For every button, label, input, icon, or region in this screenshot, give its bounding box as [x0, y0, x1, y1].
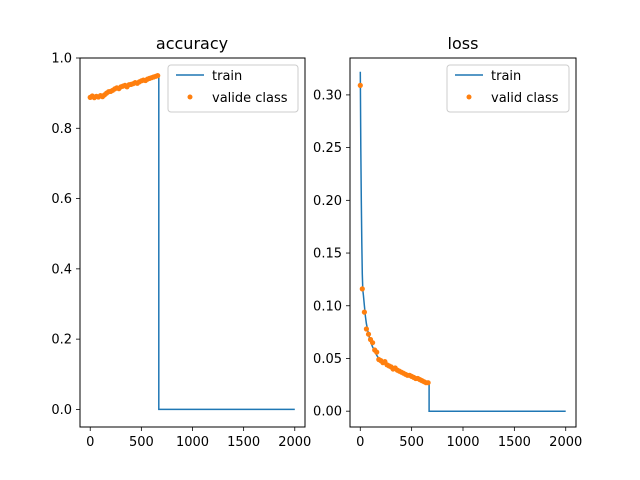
loss-ytick-label: 0.30	[313, 88, 342, 103]
loss-legend-train-label: train	[491, 69, 521, 84]
loss-valid-point	[425, 380, 431, 386]
loss-legend: train valid class	[446, 64, 570, 113]
loss-marks	[357, 71, 566, 412]
loss-ticks: 0 500 1000 1500 2000 0.00 0.05 0.10 0.15 0.20 0.25…	[313, 88, 582, 450]
loss-train-line	[359, 71, 566, 412]
loss-valid-point	[374, 349, 380, 355]
accuracy-ytick-label: 1.0	[51, 52, 72, 67]
loss-valid-point	[357, 82, 363, 88]
accuracy-train-line	[89, 74, 295, 411]
loss-valid-point	[363, 326, 369, 332]
accuracy-legend: train valide class	[167, 64, 299, 113]
loss-ytick-label: 0.25	[313, 141, 342, 156]
loss-axes-frame	[349, 57, 577, 428]
loss-ytick-label: 0.00	[313, 405, 342, 420]
loss-ytick-label: 0.20	[313, 194, 342, 209]
loss-subplot: loss 0 500 1000 1500 2000 0.00 0.05 0.10 0.15 0.2…	[313, 34, 582, 450]
loss-xtick-label: 0	[356, 435, 364, 450]
loss-valid-point	[370, 340, 376, 346]
accuracy-ytick-label: 0.8	[51, 122, 72, 137]
accuracy-ytick-label: 0.0	[51, 403, 72, 418]
accuracy-ticks: 0 500 1000 1500 2000 0.0 0.2 0.4 0.6 0.8 1.0	[51, 52, 311, 451]
loss-legend-box	[446, 64, 570, 113]
accuracy-title: accuracy	[156, 34, 228, 53]
loss-ytick-label: 0.05	[313, 352, 342, 367]
loss-valid-point	[365, 331, 372, 337]
loss-title: loss	[448, 34, 479, 53]
accuracy-legend-box	[167, 64, 299, 113]
accuracy-xtick-label: 0	[86, 435, 94, 450]
loss-valid-point	[361, 309, 367, 315]
loss-xtick-label: 500	[399, 435, 424, 450]
loss-xtick-label: 1000	[446, 435, 479, 450]
accuracy-legend-train-label: train	[212, 69, 242, 84]
accuracy-valid-point	[155, 73, 161, 79]
accuracy-legend-valid-label: valide class	[212, 91, 288, 106]
accuracy-axes-frame	[79, 57, 306, 428]
accuracy-xtick-label: 1500	[227, 435, 260, 450]
accuracy-marks	[87, 73, 295, 411]
accuracy-xtick-label: 2000	[278, 435, 311, 450]
loss-legend-valid-label: valid class	[491, 91, 559, 106]
accuracy-subplot: accuracy 0 500 1000 1500 2000 0.0 0.2 0.4 0.6 0.8…	[51, 34, 311, 450]
accuracy-ytick-label: 0.4	[51, 262, 72, 277]
accuracy-legend-valid-swatch	[187, 94, 193, 100]
accuracy-xtick-label: 1000	[176, 435, 209, 450]
loss-ytick-label: 0.10	[313, 299, 342, 314]
loss-xtick-label: 2000	[549, 435, 582, 450]
loss-valid-point	[359, 286, 365, 292]
accuracy-ytick-label: 0.2	[51, 333, 72, 348]
loss-xtick-label: 1500	[498, 435, 531, 450]
loss-ytick-label: 0.15	[313, 247, 342, 262]
accuracy-ytick-label: 0.6	[51, 192, 72, 207]
accuracy-xtick-label: 500	[129, 435, 154, 450]
loss-legend-valid-swatch	[466, 94, 472, 100]
